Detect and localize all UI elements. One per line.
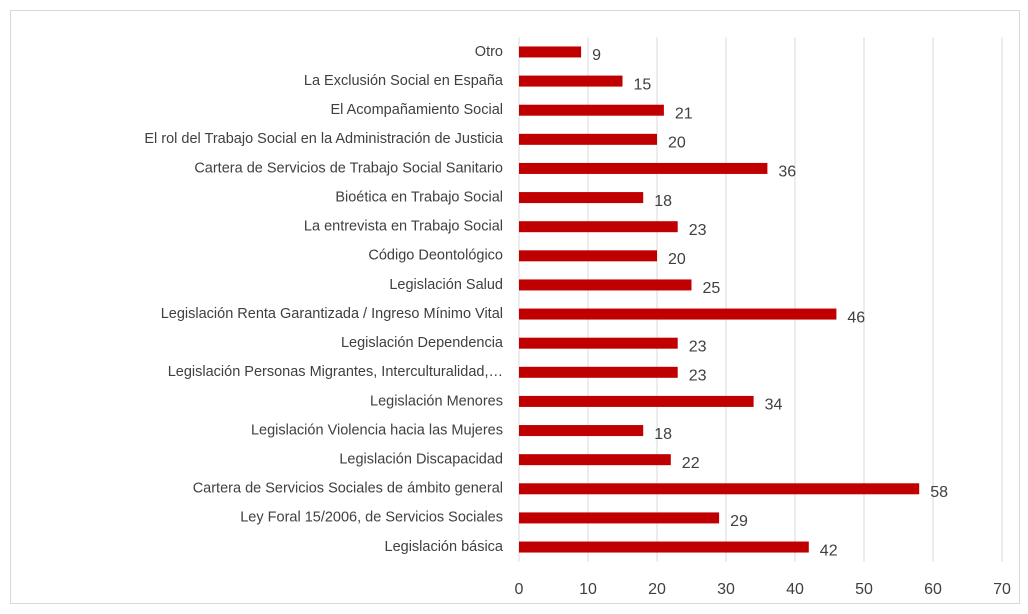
data-label: 18 <box>654 193 672 210</box>
data-label: 42 <box>820 542 838 559</box>
y-tick-label: Legislación Discapacidad <box>339 452 503 468</box>
bar <box>519 366 678 378</box>
y-tick-label: Legislación Violencia hacia las Mujeres <box>251 422 503 438</box>
chart-border <box>10 10 1020 604</box>
y-tick-label: La Exclusión Social en España <box>304 73 504 89</box>
bar <box>519 425 644 437</box>
bar <box>519 483 920 495</box>
data-label: 23 <box>689 222 707 239</box>
data-label: 20 <box>668 251 686 268</box>
data-label: 25 <box>703 280 721 297</box>
bar <box>519 250 657 262</box>
bar <box>519 454 671 466</box>
bar <box>519 133 657 145</box>
y-tick-label: Otro <box>475 44 503 60</box>
bar <box>519 308 837 320</box>
y-tick-label: Bioética en Trabajo Social <box>335 189 503 205</box>
y-tick-label: Legislación básica <box>385 539 504 555</box>
data-label: 21 <box>675 105 693 122</box>
data-label: 34 <box>765 397 783 414</box>
x-tick-label: 10 <box>579 581 597 598</box>
y-tick-label: Cartera de Servicios Sociales de ámbito … <box>193 481 503 497</box>
y-tick-label: El rol del Trabajo Social en la Administ… <box>144 131 504 147</box>
data-label: 18 <box>654 426 672 443</box>
bar <box>519 221 678 233</box>
data-label: 9 <box>592 47 601 64</box>
data-label: 15 <box>634 76 652 93</box>
x-tick-label: 30 <box>717 581 735 598</box>
data-label: 22 <box>682 455 700 472</box>
bar <box>519 395 754 407</box>
bar <box>519 104 664 116</box>
bar <box>519 512 720 524</box>
x-tick-label: 0 <box>515 581 524 598</box>
bar <box>519 192 644 204</box>
bar <box>519 162 768 174</box>
x-tick-label: 20 <box>648 581 666 598</box>
bar <box>519 75 623 87</box>
data-label: 23 <box>689 368 707 385</box>
bar <box>519 337 678 349</box>
data-label: 46 <box>847 309 865 326</box>
data-label: 58 <box>930 484 948 501</box>
y-tick-label: Legislación Dependencia <box>341 335 504 351</box>
y-tick-label: Legislación Menores <box>370 393 503 409</box>
x-tick-label: 60 <box>924 581 942 598</box>
y-tick-label: Legislación Renta Garantizada / Ingreso … <box>161 306 503 322</box>
bar <box>519 279 692 291</box>
bar <box>519 541 809 553</box>
y-tick-label: La entrevista en Trabajo Social <box>304 219 503 235</box>
data-label: 23 <box>689 338 707 355</box>
x-tick-label: 50 <box>855 581 873 598</box>
y-tick-label: Código Deontológico <box>368 248 503 264</box>
x-tick-label: 70 <box>993 581 1011 598</box>
y-tick-label: Ley Foral 15/2006, de Servicios Sociales <box>240 510 503 526</box>
bar <box>519 46 582 58</box>
data-label: 29 <box>730 513 748 530</box>
data-label: 36 <box>778 164 796 181</box>
data-label: 20 <box>668 135 686 152</box>
y-tick-label: Legislación Salud <box>389 277 503 293</box>
y-tick-label: Cartera de Servicios de Trabajo Social S… <box>194 160 503 176</box>
x-tick-label: 40 <box>786 581 804 598</box>
y-tick-label: Legislación Personas Migrantes, Intercul… <box>168 364 503 380</box>
y-tick-label: El Acompañamiento Social <box>331 102 504 118</box>
